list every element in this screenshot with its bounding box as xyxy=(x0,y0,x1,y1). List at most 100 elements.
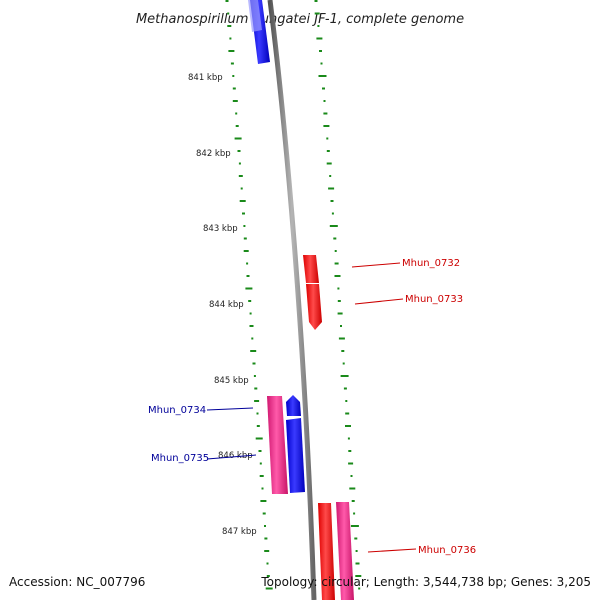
genome-backbone xyxy=(267,0,317,600)
gc-dot xyxy=(334,262,339,265)
gc-dot xyxy=(355,575,362,577)
gc-dot xyxy=(240,187,243,190)
gc-dot xyxy=(337,312,343,315)
gc-dot xyxy=(232,87,236,90)
label-mhun-0736[interactable]: Mhun_0736 xyxy=(418,545,476,556)
gc-dot xyxy=(262,512,266,515)
gc-dot xyxy=(350,475,353,477)
gc-dot xyxy=(342,362,345,365)
gc-dot xyxy=(340,325,342,327)
gene-mhun-0735[interactable] xyxy=(286,418,305,493)
gc-dot xyxy=(264,537,268,540)
gc-dot xyxy=(348,450,352,452)
gc-dot xyxy=(343,387,347,390)
label-mhun-0734[interactable]: Mhun_0734 xyxy=(148,405,206,416)
gc-dot xyxy=(358,587,361,590)
gc-dot xyxy=(334,275,341,277)
gc-dot xyxy=(320,62,323,65)
gc-dot xyxy=(264,550,270,552)
gc-dot xyxy=(353,512,356,515)
gc-dot xyxy=(355,562,360,565)
gene-mhun-0732[interactable] xyxy=(303,255,319,283)
gc-dot xyxy=(337,287,340,290)
gc-dot xyxy=(261,487,264,490)
ruler-label: 844 kbp xyxy=(209,300,244,310)
gc-dot xyxy=(248,300,252,302)
gc-dot xyxy=(253,375,256,377)
gc-dot xyxy=(239,200,246,202)
gc-dot xyxy=(329,175,332,177)
gc-dot xyxy=(238,162,241,165)
gc-dot xyxy=(334,250,337,252)
gc-dot xyxy=(252,362,256,365)
gc-dot xyxy=(246,262,249,265)
ruler-label: 842 kbp xyxy=(196,149,231,159)
map-title: Methanospirillum hungatei JF-1, complete… xyxy=(136,12,464,27)
gc-dot xyxy=(250,350,257,352)
gc-dot xyxy=(251,337,254,340)
gc-dot xyxy=(323,112,328,115)
gc-dot xyxy=(237,150,241,152)
gene-labels: Mhun_0732 Mhun_0733 Mhun_0734 Mhun_0735 … xyxy=(148,258,476,556)
gc-dot xyxy=(326,137,329,140)
gc-track-left xyxy=(225,0,273,590)
gc-dot xyxy=(238,175,243,177)
gc-dot xyxy=(323,125,330,127)
label-mhun-0733[interactable]: Mhun_0733 xyxy=(405,294,463,305)
gc-dot xyxy=(326,150,330,152)
gene-feature-pink[interactable] xyxy=(336,502,354,600)
gc-dot xyxy=(234,137,242,140)
gc-dot xyxy=(354,537,358,540)
gc-dot xyxy=(333,237,337,240)
gc-dot xyxy=(265,587,273,590)
gc-dot xyxy=(319,50,322,52)
gc-dot xyxy=(318,75,327,77)
gc-dot xyxy=(266,562,269,565)
gc-dot xyxy=(338,337,345,340)
gc-dot xyxy=(322,87,325,90)
ruler-label: 847 kbp xyxy=(222,527,257,537)
gene-mhun-0736[interactable] xyxy=(318,503,335,600)
gene-mhun-0733[interactable] xyxy=(306,284,322,330)
gene-mhun-0735-head[interactable] xyxy=(286,395,301,416)
gc-dot xyxy=(249,325,254,327)
gc-dot xyxy=(317,25,320,27)
topology-text: Topology: circular; Length: 3,544,738 bp… xyxy=(260,575,591,589)
gc-dot xyxy=(228,50,235,52)
gc-dot xyxy=(235,112,238,115)
label-mhun-0732[interactable]: Mhun_0732 xyxy=(402,258,460,269)
gc-dot xyxy=(232,100,238,102)
gc-dot xyxy=(331,212,334,215)
gene-mhun-0734[interactable] xyxy=(267,396,288,494)
gc-dot xyxy=(258,450,262,452)
gc-dot xyxy=(245,287,253,290)
gc-dot xyxy=(345,400,348,402)
gc-dot xyxy=(355,550,358,552)
ruler-label: 846 kbp xyxy=(218,451,253,461)
gc-dot xyxy=(256,412,259,415)
accession-text: Accession: NC_007796 xyxy=(9,575,145,589)
gc-track-right xyxy=(314,0,362,590)
gc-dot xyxy=(232,75,235,77)
gc-dot xyxy=(230,62,234,65)
gc-dot xyxy=(345,425,351,427)
gc-dot xyxy=(323,100,326,102)
gc-dot xyxy=(260,500,267,502)
gc-dot xyxy=(329,225,338,227)
gc-dot xyxy=(347,437,350,440)
label-mhun-0735[interactable]: Mhun_0735 xyxy=(151,453,209,464)
gc-dot xyxy=(314,0,318,2)
ruler-label: 843 kbp xyxy=(203,224,238,234)
gc-dot xyxy=(246,275,250,277)
gene-feature[interactable] xyxy=(248,0,262,32)
gc-dot xyxy=(225,0,229,2)
gc-dot xyxy=(328,187,335,190)
gc-dot xyxy=(255,437,263,440)
ruler-label: 845 kbp xyxy=(214,376,249,386)
gc-dot xyxy=(345,412,350,415)
gc-dot xyxy=(259,462,262,465)
gc-dot xyxy=(243,250,249,252)
gc-dot xyxy=(235,125,239,127)
gc-dot xyxy=(227,25,232,27)
